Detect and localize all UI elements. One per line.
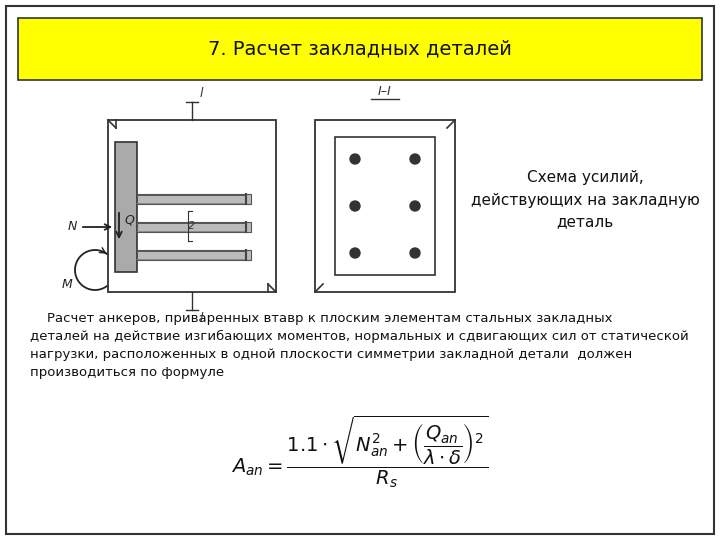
Text: I–I: I–I (378, 85, 392, 98)
Circle shape (410, 248, 420, 258)
Circle shape (410, 201, 420, 211)
Circle shape (350, 248, 360, 258)
Circle shape (350, 201, 360, 211)
Bar (315, 120, 455, 292)
Bar (137, 194, 251, 204)
Text: 7. Расчет закладных деталей: 7. Расчет закладных деталей (208, 39, 512, 58)
Bar (137, 250, 251, 260)
Text: $A_{an} = \dfrac{1.1 \cdot \sqrt{N_{an}^{2} + \left(\dfrac{Q_{an}}{\lambda \cdot: $A_{an} = \dfrac{1.1 \cdot \sqrt{N_{an}^… (231, 414, 489, 490)
Text: l: l (200, 312, 204, 325)
Circle shape (410, 154, 420, 164)
Text: N: N (68, 220, 77, 233)
Text: Расчет анкеров, приваренных втавр к плоским элементам стальных закладных
деталей: Расчет анкеров, приваренных втавр к плос… (30, 312, 689, 379)
Text: l: l (200, 87, 204, 100)
Bar (18, 18, 702, 80)
Text: M: M (61, 279, 72, 292)
Bar (108, 120, 276, 292)
Bar (335, 137, 435, 275)
Circle shape (350, 154, 360, 164)
Text: Q: Q (124, 213, 134, 226)
Bar (115, 142, 137, 272)
Text: 2: 2 (189, 221, 196, 231)
Text: Схема усилий,
действующих на закладную
деталь: Схема усилий, действующих на закладную д… (471, 170, 699, 230)
Bar (137, 222, 251, 232)
